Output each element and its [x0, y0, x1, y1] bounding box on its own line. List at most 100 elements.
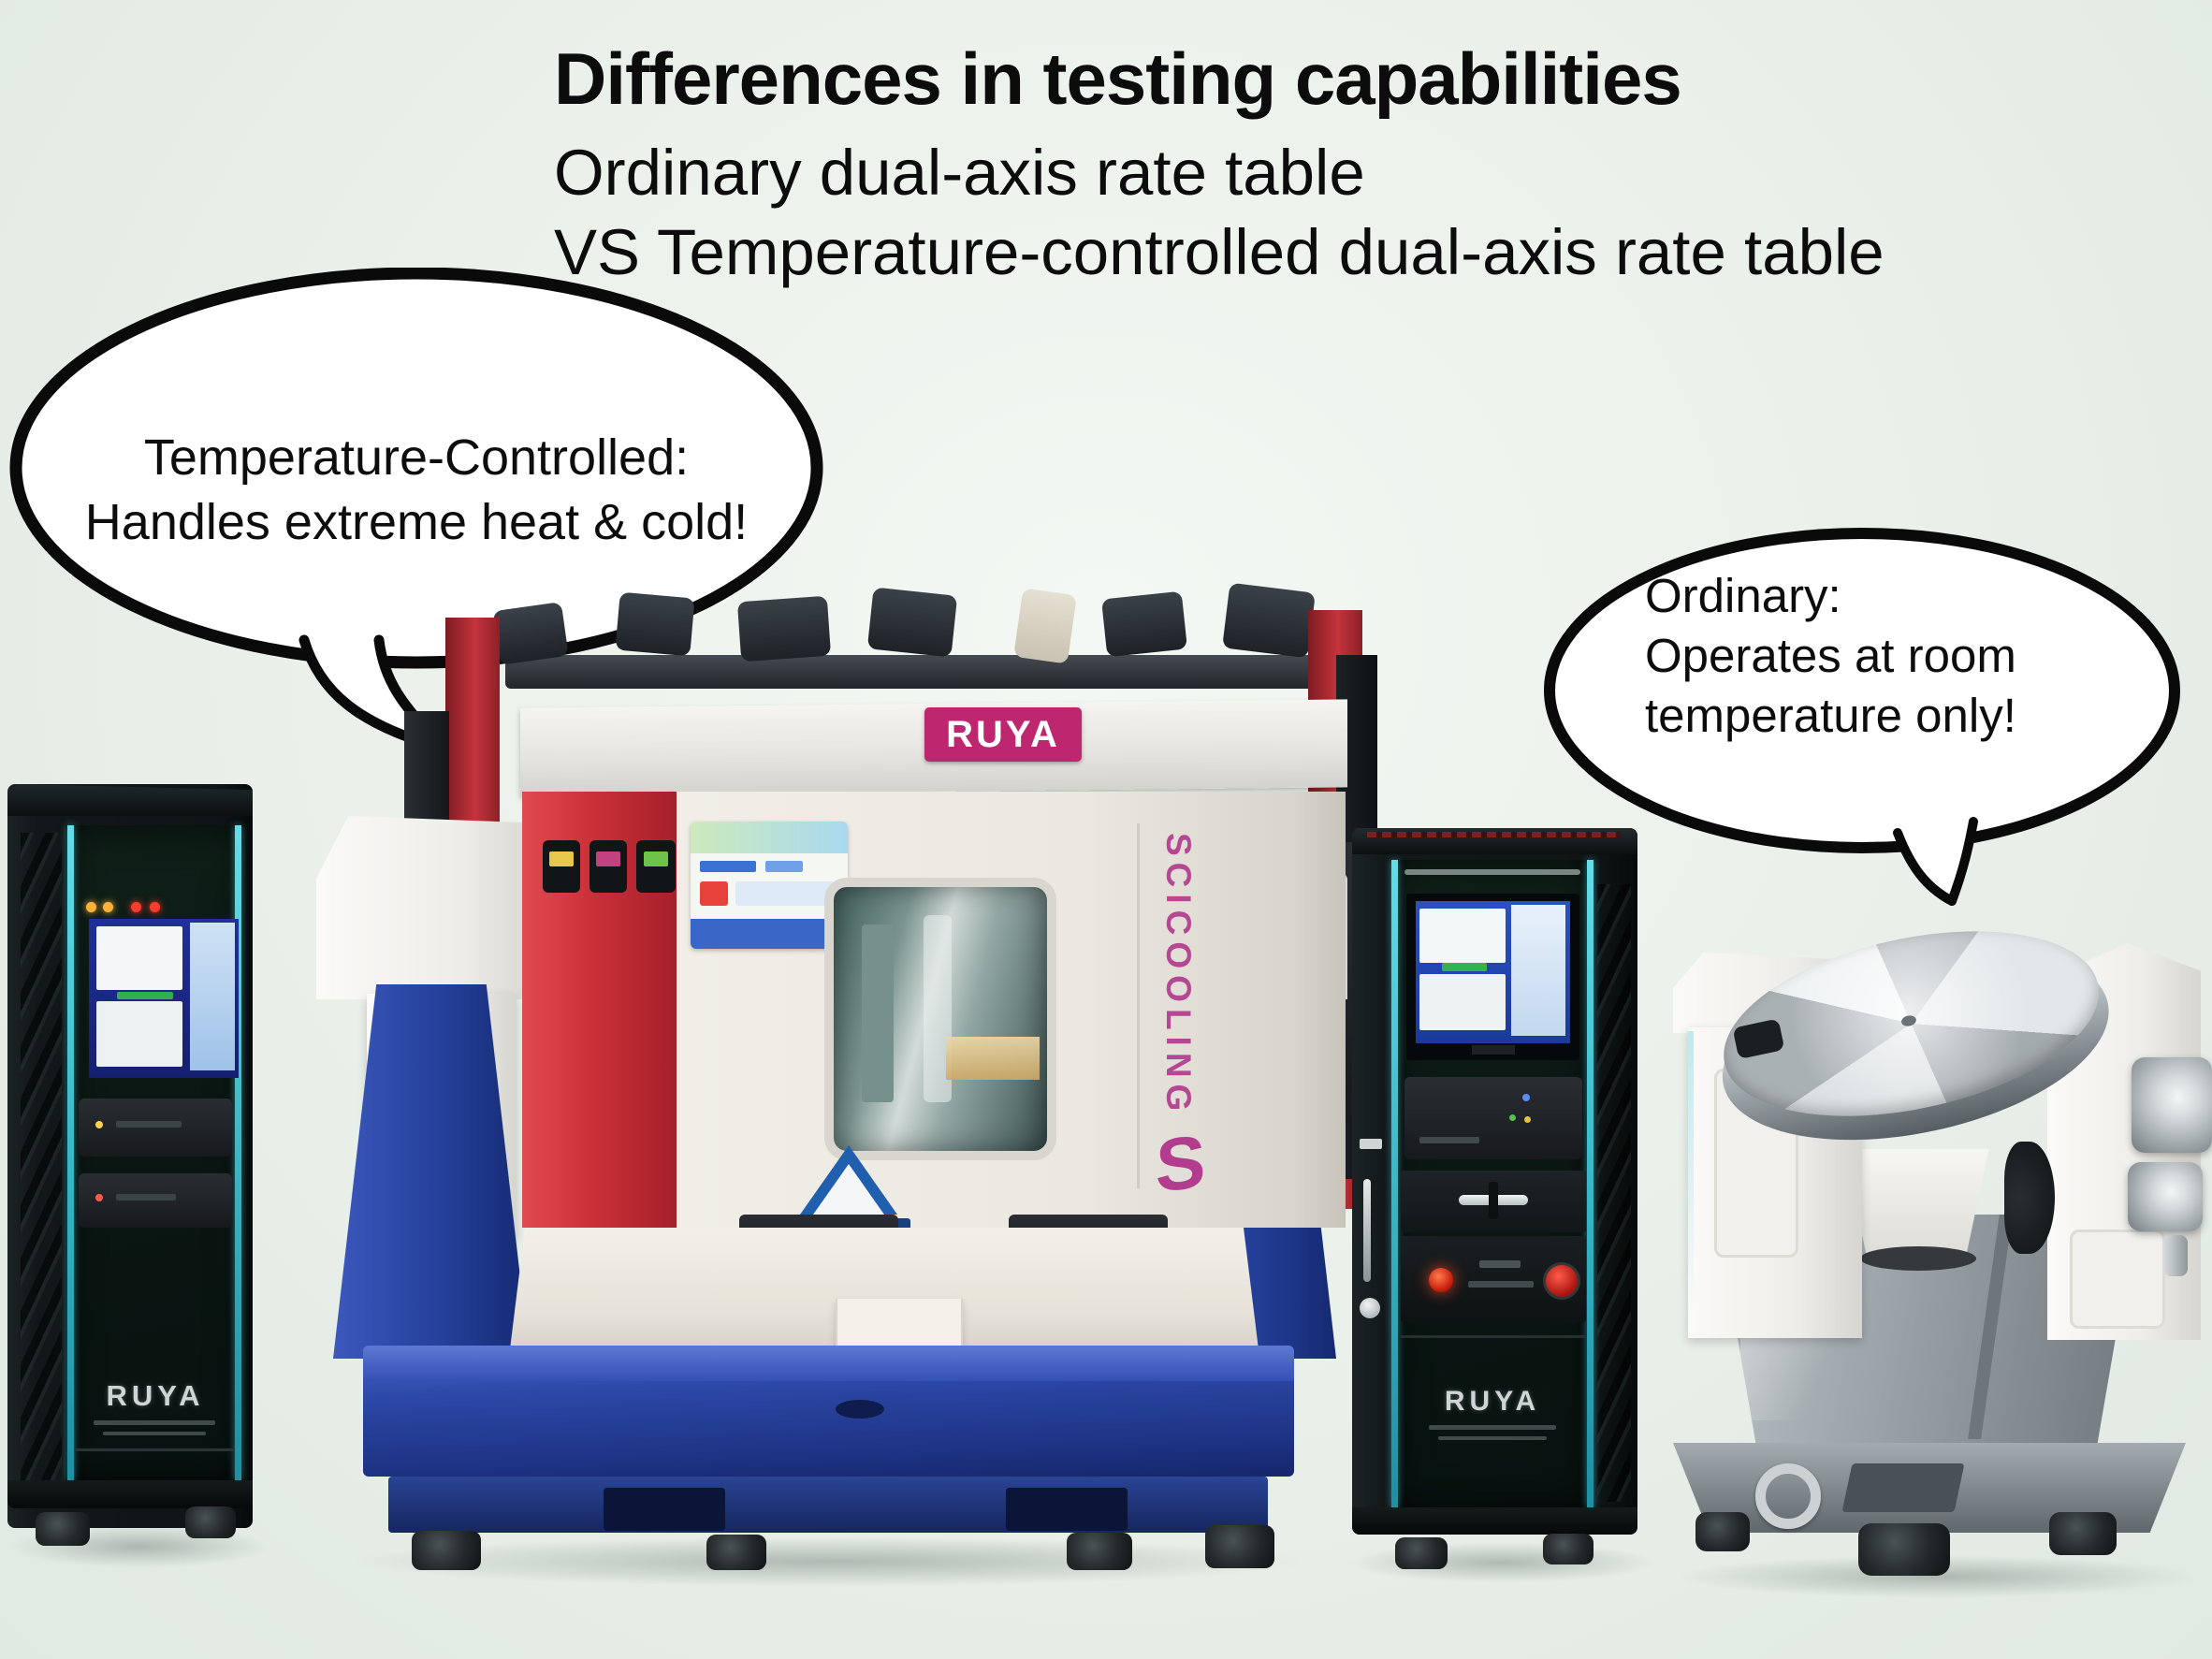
ordinary-arm-left-glint	[1688, 1031, 1694, 1312]
base-rail-cutout-1	[604, 1488, 725, 1531]
chamber-arm-left-cap	[316, 816, 545, 999]
indicator-window-1	[543, 840, 580, 893]
monitor-window-2	[96, 1001, 182, 1067]
fixture-clamp-3	[736, 595, 832, 662]
chamber-viewing-window	[824, 878, 1056, 1160]
shadow-right-rack	[1347, 1542, 1656, 1583]
sticker-table	[735, 881, 837, 906]
scicooling-logo: S	[1155, 1119, 1206, 1208]
instrument-blue-led	[1522, 1094, 1530, 1101]
indicator-window-3	[636, 840, 676, 893]
sticker-header	[691, 822, 848, 853]
left-rack-module-1	[79, 1099, 232, 1157]
ordinary-base-rib	[1968, 1215, 2013, 1439]
indicator3-screen	[644, 851, 668, 866]
chamber-front-panel: SCICOOLING S	[677, 792, 1346, 1237]
ordinary-caster-right	[2049, 1512, 2117, 1555]
subtitle-ordinary: Ordinary dual-axis rate table	[554, 137, 1365, 210]
right-rack-handle	[1363, 1179, 1371, 1282]
right-rack-drawer	[1401, 1171, 1586, 1232]
right-rack-shelf-seam	[1401, 1335, 1586, 1338]
chamber-red-panel	[522, 792, 677, 1228]
right-rack-lock-knob	[1360, 1298, 1380, 1318]
right-rack-bottom-cap	[1352, 1507, 1637, 1535]
right-rack-instrument	[1404, 1077, 1582, 1159]
instrument-green-led	[1509, 1114, 1516, 1121]
subtitle-vs-temp: VS Temperature-controlled dual-axis rate…	[554, 216, 1885, 289]
indicator2-screen	[596, 851, 620, 866]
callout-ordinary-line1: Ordinary:	[1645, 569, 1841, 622]
sticker-bar-2	[765, 861, 803, 872]
fixture-clamp-5	[1100, 590, 1188, 658]
instrument-yellow-led	[1524, 1116, 1531, 1123]
inner-axis-housing	[1843, 1149, 1989, 1258]
lifting-eye-bolt	[1755, 1463, 1821, 1529]
base-slab	[363, 1346, 1294, 1477]
left-rack-bottom-cap	[7, 1480, 253, 1508]
speech-bubble-temp-controlled	[9, 268, 823, 754]
window-warm-shelf	[946, 1037, 1040, 1080]
monitor-window-1	[96, 926, 182, 990]
right-rack-caster-right	[1543, 1534, 1594, 1564]
monitor-window-3	[190, 923, 235, 1070]
panel-red-led	[1429, 1268, 1453, 1292]
axis-motor-cylinder-lower	[2128, 1162, 2203, 1231]
right-rack-latch	[1360, 1139, 1382, 1149]
right-rack-top-cap	[1352, 828, 1637, 854]
fixture-clamp-6	[1222, 582, 1316, 659]
left-rack-teal-stripe-left	[67, 825, 74, 1480]
base-foot-3	[1067, 1533, 1132, 1570]
shadow-chamber-machine	[346, 1536, 1310, 1587]
sticker-red-mark	[700, 881, 728, 906]
right-rack-brand-subline-2	[1438, 1436, 1547, 1440]
amber-led-2	[103, 902, 113, 912]
frame-slot	[1841, 1463, 1965, 1512]
base-foot-4	[1205, 1525, 1274, 1568]
chamber-panel-seam	[1137, 823, 1140, 1188]
right-control-rack: RUYA	[1352, 828, 1637, 1569]
base-foot-2	[706, 1535, 766, 1570]
left-rack-caster-left	[36, 1512, 90, 1546]
fixture-clamp-4	[866, 587, 958, 658]
page-title: Differences in testing capabilities	[554, 37, 1682, 120]
fixture-spool	[1013, 588, 1077, 664]
axis-motor-cylinder-upper	[2132, 1057, 2212, 1153]
right-rack-monitor	[1406, 894, 1579, 1060]
indicator-window-2	[589, 840, 627, 893]
right-monitor-screen	[1416, 901, 1570, 1043]
right-rack-control-panel	[1401, 1236, 1586, 1322]
right-rack-brand: RUYA	[1444, 1386, 1541, 1417]
right-monitor-window-1	[1419, 909, 1506, 963]
panel-text-bar-2	[1468, 1281, 1534, 1288]
right-rack-side-vents	[1597, 884, 1631, 1502]
red-led-1	[131, 902, 141, 912]
callout-temp-line2: Handles extreme heat & cold!	[84, 494, 749, 550]
red-led-2	[150, 902, 160, 912]
callout-ordinary-line3: temperature only!	[1645, 689, 2016, 742]
amber-led-1	[86, 902, 96, 912]
fixture-clamp-2	[615, 591, 695, 657]
ordinary-rate-table	[1647, 900, 2212, 1600]
base-foot-1	[412, 1531, 481, 1570]
ordinary-caster-left	[1695, 1512, 1750, 1551]
callout-ordinary: Ordinary: Operates at room temperature o…	[1645, 566, 2132, 746]
right-rack-teal-stripe-right	[1587, 860, 1594, 1507]
module1-led	[95, 1121, 103, 1128]
chamber-spec-sticker	[691, 822, 848, 949]
left-rack-caster-right	[185, 1506, 236, 1538]
fixture-clamp-1	[492, 602, 569, 665]
left-rack-brand-subline-1	[94, 1420, 215, 1425]
chamber-side-brand: SCICOOLING	[1159, 833, 1198, 1118]
monitor-green-bar	[117, 992, 173, 999]
left-rack-top-cap	[7, 784, 253, 816]
callout-ordinary-line2: Operates at room	[1645, 629, 2016, 682]
left-rack-monitor	[89, 919, 239, 1078]
instrument-label-bar	[1419, 1137, 1479, 1143]
right-rack-top-trim	[1367, 832, 1620, 837]
inner-axis-ring	[1860, 1246, 1976, 1271]
triangle-sticker-inner	[813, 1164, 884, 1215]
base-slab-top-face	[363, 1346, 1294, 1381]
base-rail	[388, 1477, 1268, 1533]
sticker-footer	[691, 919, 848, 949]
